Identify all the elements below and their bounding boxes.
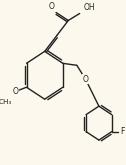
Text: CH₃: CH₃ bbox=[0, 99, 12, 105]
Text: O: O bbox=[83, 75, 89, 84]
Text: O: O bbox=[48, 2, 54, 12]
Text: OH: OH bbox=[83, 3, 95, 13]
Text: F: F bbox=[120, 127, 125, 136]
Text: O: O bbox=[13, 87, 19, 96]
